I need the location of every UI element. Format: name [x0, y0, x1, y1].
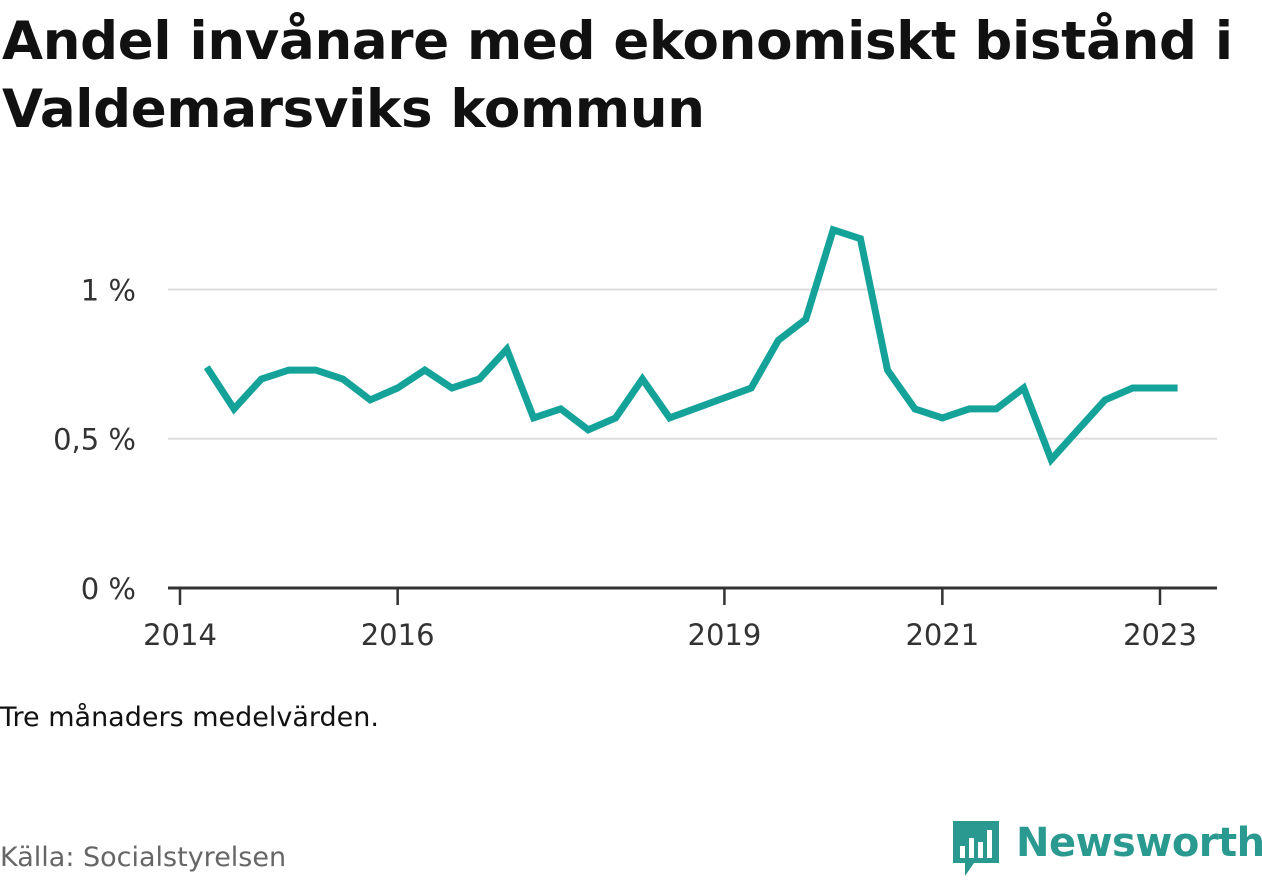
series-lines [203, 225, 1178, 467]
x-axis-ticks: 2014 2016 2019 2021 2023 [143, 588, 1197, 652]
x-tick-label: 2016 [361, 618, 435, 652]
newsworthy-logo-icon [953, 821, 999, 876]
series-line [203, 225, 1178, 467]
line-chart: 0 % 0,5 % 1 % 2014 2016 2019 2021 2023 [53, 225, 1217, 652]
x-tick-label: 2023 [1123, 618, 1197, 652]
y-axis-ticks: 0 % 0,5 % 1 % [53, 273, 136, 606]
chart-note: Tre månaders medelvärden. [0, 702, 379, 733]
source-label: Källa: Socialstyrelsen [0, 842, 287, 873]
brand-name: Newsworthy [1016, 820, 1262, 866]
x-tick-label: 2021 [905, 618, 979, 652]
x-tick-label: 2019 [688, 618, 762, 652]
gridlines [168, 288, 1217, 440]
newsworthy-brand[interactable]: Newsworthy [950, 818, 1262, 878]
y-tick-label: 0,5 % [53, 423, 136, 457]
x-tick-label: 2014 [143, 618, 217, 652]
chart-title: Andel invånare med ekonomiskt bistånd i … [2, 11, 1233, 140]
y-tick-label: 0 % [81, 572, 136, 606]
y-tick-label: 1 % [81, 273, 136, 307]
